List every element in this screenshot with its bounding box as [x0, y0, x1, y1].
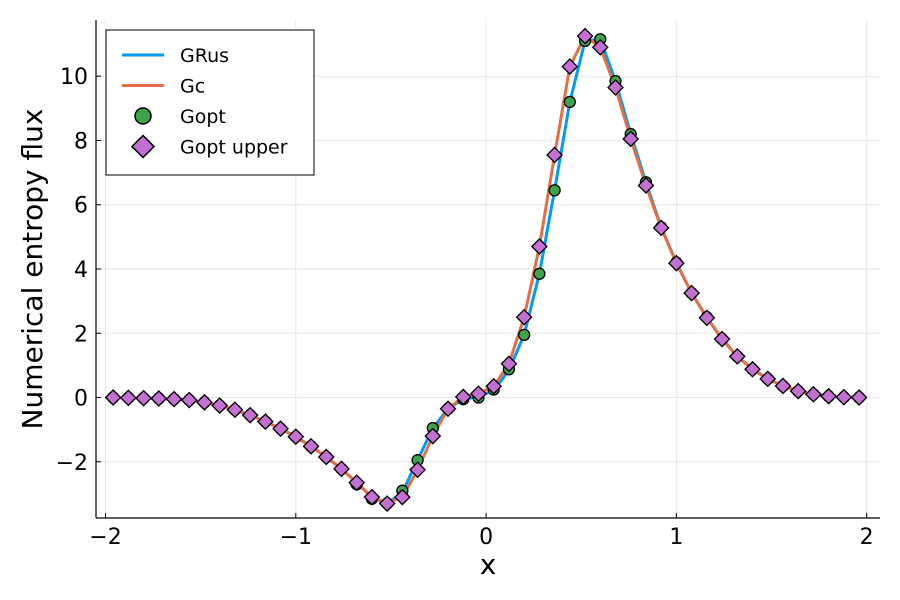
x-tick-label: −2 [89, 525, 121, 550]
point-gopt [548, 184, 561, 197]
y-tick-label: 4 [74, 258, 88, 283]
point-gopt-upper [835, 388, 853, 406]
series-markers [104, 27, 868, 512]
legend-label: Gc [180, 76, 205, 98]
point-gopt-upper [500, 355, 518, 373]
point-gopt-upper [393, 488, 411, 506]
y-tick-label: 6 [74, 194, 88, 219]
point-gopt-upper [348, 474, 366, 492]
y-tick-label: 2 [74, 322, 88, 347]
point-gopt-upper [287, 428, 305, 446]
point-gopt [563, 95, 576, 109]
x-tick-label: 1 [669, 525, 683, 550]
point-gopt [533, 267, 546, 280]
point-gopt-upper [576, 27, 594, 45]
point-gopt-upper [530, 238, 548, 255]
point-gopt-upper [607, 79, 624, 96]
point-gopt-upper [317, 448, 335, 466]
legend-label: Gopt upper [180, 137, 288, 159]
point-gopt-upper [424, 427, 442, 445]
point-gopt-upper [104, 389, 122, 406]
x-tick-label: −1 [280, 525, 312, 550]
legend-label: GRus [180, 45, 229, 67]
point-gopt-upper [546, 146, 564, 164]
point-gopt-upper [150, 390, 168, 407]
point-gopt-upper [409, 461, 427, 479]
point-gopt-upper [789, 382, 807, 400]
y-axis-label: Numerical entropy flux [16, 109, 49, 430]
point-gopt-upper [744, 360, 761, 378]
point-gopt-upper [637, 177, 655, 194]
point-gopt-upper [333, 460, 350, 478]
point-gopt-upper [211, 397, 229, 414]
point-gopt-upper [302, 437, 320, 455]
point-gopt-upper [728, 347, 746, 365]
point-gopt-upper [774, 377, 792, 395]
y-tick-label: 10 [60, 65, 88, 90]
point-gopt-upper [713, 330, 731, 348]
point-gopt-upper [180, 391, 198, 409]
x-tick-label: 2 [860, 525, 874, 550]
x-axis-label: x [480, 548, 497, 581]
point-gopt-upper [439, 400, 457, 418]
legend: GRus Gc Gopt Gopt upper [105, 29, 315, 176]
tick-labels: −2 −1 0 1 2 −2 0 2 4 6 8 10 [56, 65, 874, 550]
point-gopt-upper [622, 130, 640, 148]
y-tick-label: 8 [74, 129, 88, 154]
point-gopt-upper [272, 420, 290, 438]
point-gopt-upper [652, 219, 670, 237]
point-gopt-upper [454, 388, 472, 406]
point-gopt-upper [378, 495, 396, 512]
x-tick-label: 0 [479, 525, 493, 550]
point-gopt-upper [759, 370, 777, 388]
point-gopt-upper [683, 284, 701, 302]
point-gopt-upper [667, 254, 685, 272]
point-gopt-upper [470, 385, 487, 403]
point-gopt-upper [135, 389, 152, 407]
y-tick-label: 0 [74, 387, 88, 412]
point-gopt [518, 328, 531, 342]
legend-swatch-gopt-upper [130, 134, 156, 159]
point-gopt-upper [515, 308, 533, 326]
legend-label: Gopt [180, 106, 226, 128]
point-gopt-upper [591, 38, 609, 56]
point-gopt-upper [850, 389, 868, 406]
point-gopt-upper [698, 309, 716, 327]
point-gopt-upper [820, 387, 838, 405]
point-gopt-upper [196, 393, 213, 411]
legend-swatch-gopt [134, 107, 152, 125]
point-gopt-upper [804, 385, 822, 403]
point-gopt-upper [165, 390, 183, 408]
point-gopt-upper [119, 389, 137, 407]
point-gopt-upper [241, 406, 259, 424]
axes [95, 20, 880, 519]
point-gopt-upper [363, 488, 381, 506]
point-gopt-upper [256, 413, 274, 431]
point-gopt-upper [226, 401, 244, 419]
point-gopt-upper [485, 377, 503, 395]
point-gopt-upper [561, 58, 579, 76]
y-tick-label: −2 [56, 451, 88, 476]
